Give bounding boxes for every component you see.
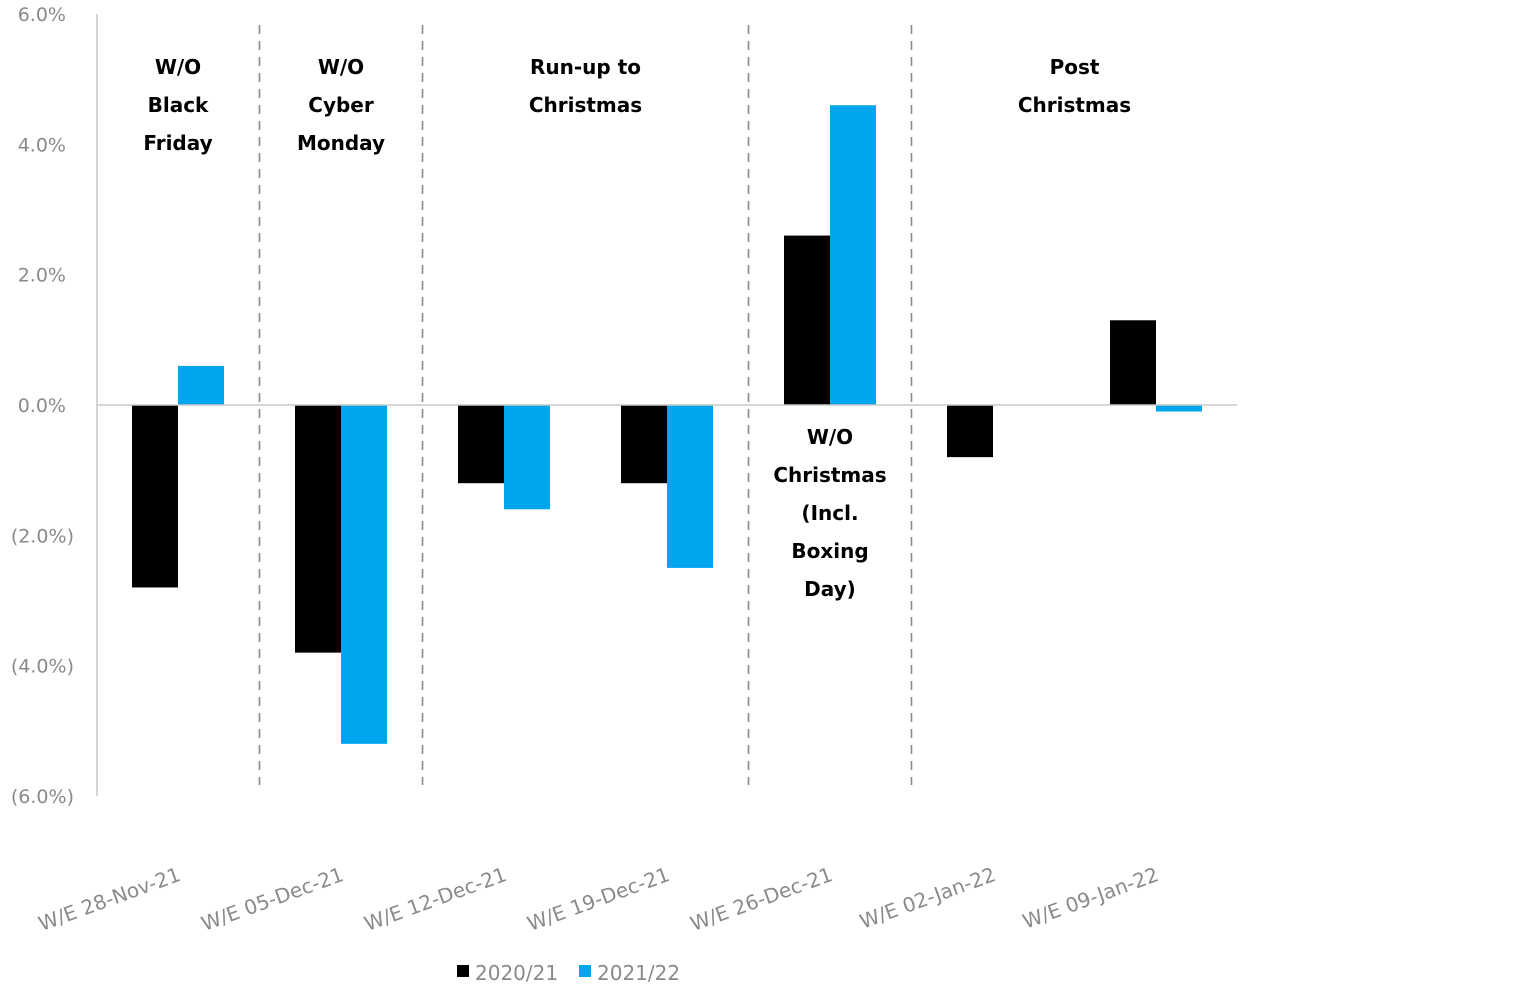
bar-2020-21-6 <box>1110 320 1156 405</box>
legend-swatch <box>579 965 591 977</box>
annotation-line: Friday <box>143 131 212 155</box>
y-tick-label: (2.0%) <box>11 525 74 547</box>
annotation-line: W/O <box>318 55 364 79</box>
annotation-line: Christmas <box>529 93 642 117</box>
y-tick-label: (6.0%) <box>11 786 74 808</box>
annotation-line: Day) <box>804 577 856 601</box>
bar-2021-22-1 <box>341 405 387 744</box>
bar-2020-21-5 <box>947 405 993 458</box>
annotation-line: Christmas <box>773 463 886 487</box>
x-tick-label: W/E 09-Jan-22 <box>1019 862 1161 933</box>
annotation-line: W/O <box>807 425 853 449</box>
y-tick-label: 0.0% <box>18 395 66 417</box>
x-tick-label: W/E 05-Dec-21 <box>198 862 347 936</box>
annotation-line: Boxing <box>791 539 868 563</box>
x-tick-label: W/E 19-Dec-21 <box>524 862 673 936</box>
bar-2021-22-3 <box>667 405 713 568</box>
bar-2020-21-1 <box>295 405 341 653</box>
annotation-line: Post <box>1050 55 1100 79</box>
y-tick-label: 4.0% <box>18 134 66 156</box>
annotation-line: Christmas <box>1018 93 1131 117</box>
annotation-line: Cyber <box>308 93 374 117</box>
x-tick-label: W/E 26-Dec-21 <box>687 862 836 936</box>
annotation-line: (Incl. <box>801 501 858 525</box>
x-tick-label: W/E 02-Jan-22 <box>856 862 998 933</box>
bar-2021-22-2 <box>504 405 550 510</box>
bar-2020-21-4 <box>784 235 830 405</box>
legend-label: 2020/21 <box>475 961 558 985</box>
y-tick-label: (4.0%) <box>11 656 74 678</box>
bar-2020-21-0 <box>132 405 178 588</box>
annotation-line: Monday <box>297 131 385 155</box>
legend-swatch <box>457 965 469 977</box>
bar-2020-21-3 <box>621 405 667 484</box>
annotation-line: W/O <box>155 55 201 79</box>
bar-2021-22-0 <box>178 365 224 405</box>
legend-label: 2021/22 <box>597 961 680 985</box>
annotation-line: Run-up to <box>530 55 641 79</box>
bar-2021-22-4 <box>830 105 876 405</box>
y-tick-label: 2.0% <box>18 265 66 287</box>
x-tick-label: W/E 12-Dec-21 <box>361 862 510 936</box>
y-tick-label: 6.0% <box>18 4 66 26</box>
bar-2020-21-2 <box>458 405 504 484</box>
bar-2021-22-6 <box>1156 405 1202 412</box>
annotation-line: Black <box>148 93 209 117</box>
x-tick-label: W/E 28-Nov-21 <box>35 862 184 936</box>
